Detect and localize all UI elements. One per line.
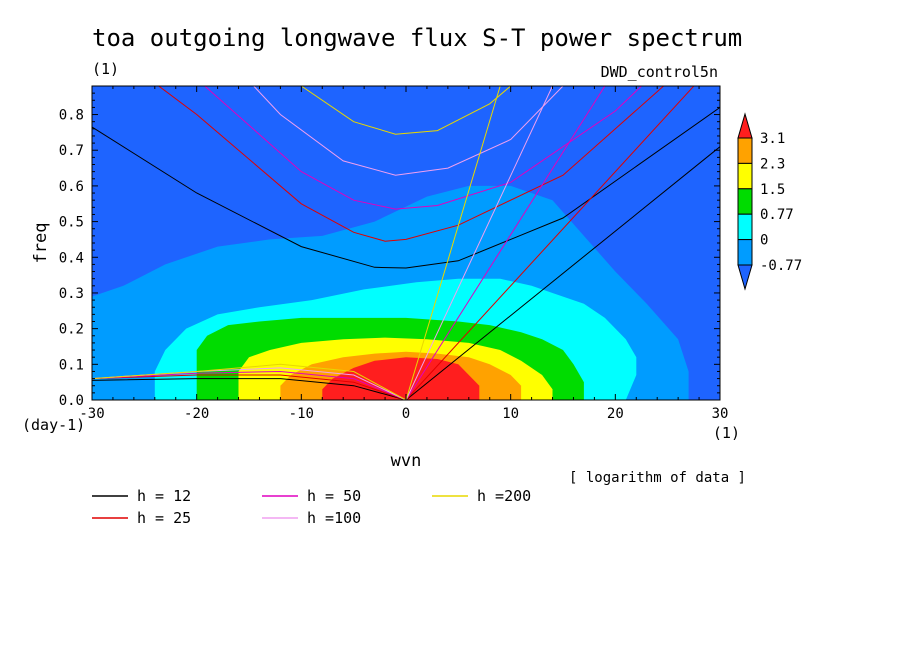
colorbar: 3.1 2.3 1.5 0.77 0 -0.77: [737, 112, 802, 291]
legend-label: h =100: [307, 509, 361, 527]
colorbar-level-label: -0.77: [760, 258, 802, 274]
colorbar-bottom-arrow: [737, 264, 753, 291]
chart-title: toa outgoing longwave flux S-T power spe…: [92, 24, 742, 52]
colorbar-level-label: 3.1: [760, 131, 785, 147]
curve-h12-er: [92, 378, 407, 400]
curve-h100-kelvin: [405, 86, 553, 400]
colorbar-segment: [737, 213, 753, 241]
colorbar-segment: [737, 162, 753, 190]
dispersion-curves: [92, 86, 720, 400]
x-tick-label: 30: [712, 406, 729, 422]
curve-h50-kelvin: [405, 86, 606, 400]
x-unit-label: (1): [713, 424, 740, 442]
legend-label: h = 25: [137, 509, 191, 527]
colorbar-level-label: 2.3: [760, 156, 785, 172]
y-tick-label: 0.0: [59, 393, 84, 409]
curve-h200-ig: [301, 86, 512, 135]
y-tick-label: 0.1: [59, 357, 84, 373]
curve-h25-ig: [157, 86, 665, 242]
y-unit-label: (day-1): [22, 416, 85, 434]
x-tick-label: 20: [607, 406, 624, 422]
y-tick-label: 0.6: [59, 179, 84, 195]
curve-h200-er: [92, 363, 407, 400]
y-axis: 0.0 0.1 0.2 0.3 0.4 0.5 0.6 0.7 0.8: [59, 92, 720, 409]
colorbar-level-label: 0: [760, 233, 768, 249]
chart-subtitle-right: DWD_control5n: [601, 63, 718, 81]
curve-h50-er: [92, 370, 407, 400]
y-tick-label: 0.4: [59, 250, 84, 266]
colorbar-top-arrow: [737, 112, 753, 139]
y-tick-label: 0.3: [59, 286, 84, 302]
x-axis-title: wvn: [391, 451, 422, 471]
dispersion-legend: h = 12 h = 25 h = 50 h =100 h =200: [92, 487, 531, 527]
x-tick-label: -20: [184, 406, 209, 422]
curve-h50-ig: [203, 86, 643, 210]
x-tick-label: 0: [402, 406, 410, 422]
curve-h200-kelvin: [405, 86, 501, 400]
y-tick-label: 0.5: [59, 215, 84, 231]
colorbar-level-label: 1.5: [760, 182, 785, 198]
legend-label: h =200: [477, 487, 531, 505]
chart-subtitle-left: (1): [92, 60, 119, 78]
y-tick-label: 0.2: [59, 322, 84, 338]
filled-contours: [92, 185, 689, 400]
legend-label: h = 50: [307, 487, 361, 505]
curve-h12-kelvin: [405, 146, 720, 400]
contour-fill-5: [322, 357, 480, 400]
plot-area: [92, 86, 720, 400]
legend-label: h = 12: [137, 487, 191, 505]
data-note: [ logarithm of data ]: [569, 470, 746, 486]
curve-h12-ig: [92, 106, 720, 269]
y-tick-label: 0.8: [59, 108, 84, 124]
y-axis-title: freq: [31, 223, 51, 264]
x-tick-label: 10: [502, 406, 519, 422]
x-tick-label: -10: [289, 406, 314, 422]
curve-h100-ig: [252, 86, 564, 176]
colorbar-segment: [737, 137, 753, 164]
colorbar-segment: [737, 188, 753, 215]
colorbar-level-label: 0.77: [760, 207, 794, 223]
x-axis: -30 -20 -10 0 10 20 30: [79, 86, 728, 422]
curve-h25-kelvin: [405, 86, 695, 400]
x-tick-label: -30: [79, 406, 104, 422]
curve-h25-er: [92, 374, 407, 400]
colorbar-segment: [737, 239, 753, 266]
y-tick-label: 0.7: [59, 143, 84, 159]
